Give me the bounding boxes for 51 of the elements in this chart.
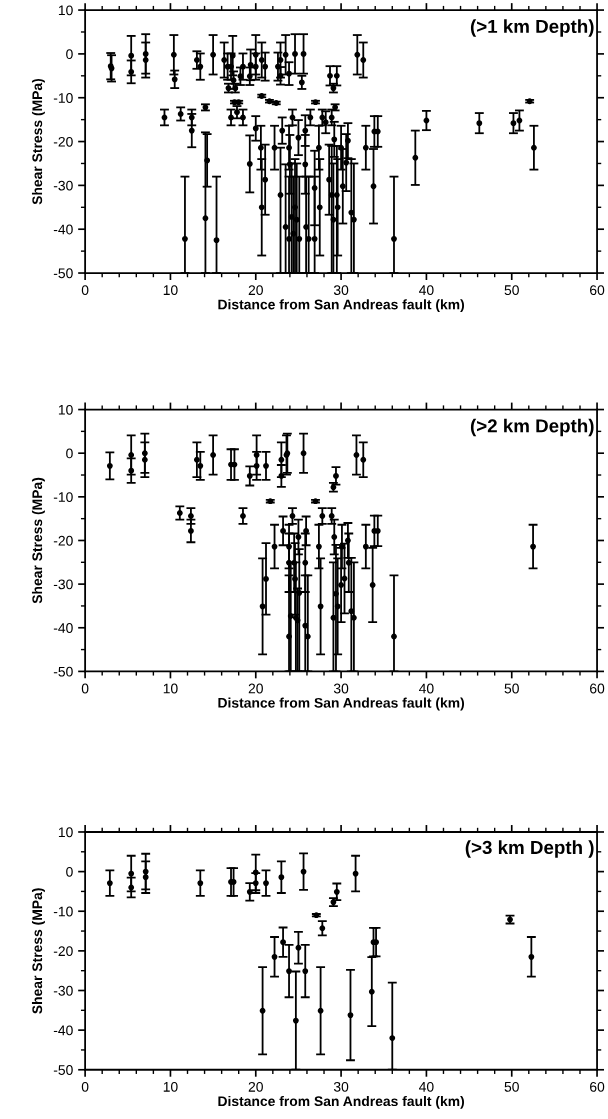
annotation: (>1 km Depth) (470, 19, 594, 37)
x-tick-label: 20 (248, 285, 263, 296)
x-tick-label: 10 (163, 285, 178, 296)
x-tick-label: 40 (419, 285, 434, 296)
y-tick-label: 0 (66, 49, 73, 60)
y-tick-label: -30 (53, 579, 73, 590)
y-tick-label: -30 (53, 180, 73, 191)
x-axis-title: Distance from San Andreas fault (km) (218, 299, 465, 313)
y-tick-label: -50 (53, 666, 73, 677)
annotation: (>3 km Depth ) (465, 840, 594, 858)
x-tick-label: 50 (504, 1081, 519, 1092)
x-axis-title: Distance from San Andreas fault (km) (218, 1095, 465, 1109)
y-tick-label: -20 (53, 535, 73, 546)
y-tick-label: 0 (66, 866, 73, 877)
y-tick-label: -50 (53, 1065, 73, 1075)
y-tick-label: -40 (53, 224, 73, 235)
x-tick-label: 50 (504, 285, 519, 296)
y-axis-title: Shear Stress (MPa) (31, 477, 45, 604)
x-tick-label: 0 (81, 683, 89, 694)
y-tick-label: -20 (53, 946, 73, 957)
x-tick-label: 10 (163, 683, 178, 694)
x-tick-label: 30 (333, 683, 349, 694)
x-tick-label: 60 (590, 1081, 605, 1092)
x-tick-label: 60 (590, 683, 605, 694)
x-tick-label: 0 (81, 285, 89, 296)
y-tick-label: 10 (58, 404, 73, 415)
y-tick-label: -10 (53, 906, 73, 917)
y-axis-title: Shear Stress (MPa) (31, 888, 45, 1014)
x-tick-label: 30 (333, 285, 349, 296)
y-tick-label: -50 (53, 268, 73, 279)
y-tick-label: -20 (53, 136, 73, 147)
x-axis-title: Distance from San Andreas fault (km) (218, 697, 465, 711)
x-tick-label: 40 (419, 683, 434, 694)
y-tick-label: -40 (53, 1025, 73, 1036)
annotation: (>2 km Depth) (470, 418, 594, 437)
y-tick-label: -10 (53, 492, 73, 503)
y-tick-label: -10 (53, 93, 73, 103)
y-tick-label: 0 (66, 448, 73, 459)
x-tick-label: 30 (333, 1081, 349, 1092)
y-tick-label: 10 (58, 5, 73, 16)
x-tick-label: 50 (504, 683, 519, 694)
x-tick-label: 40 (419, 1081, 434, 1092)
x-tick-label: 0 (81, 1081, 89, 1092)
x-tick-label: 20 (248, 1081, 263, 1092)
y-tick-label: 10 (58, 827, 73, 838)
y-tick-label: -30 (53, 985, 73, 996)
x-tick-label: 20 (248, 683, 263, 694)
y-axis-title: Shear Stress (MPa) (31, 78, 45, 205)
x-tick-label: 60 (590, 285, 605, 296)
y-tick-label: -40 (53, 623, 73, 633)
x-tick-label: 10 (163, 1081, 178, 1092)
